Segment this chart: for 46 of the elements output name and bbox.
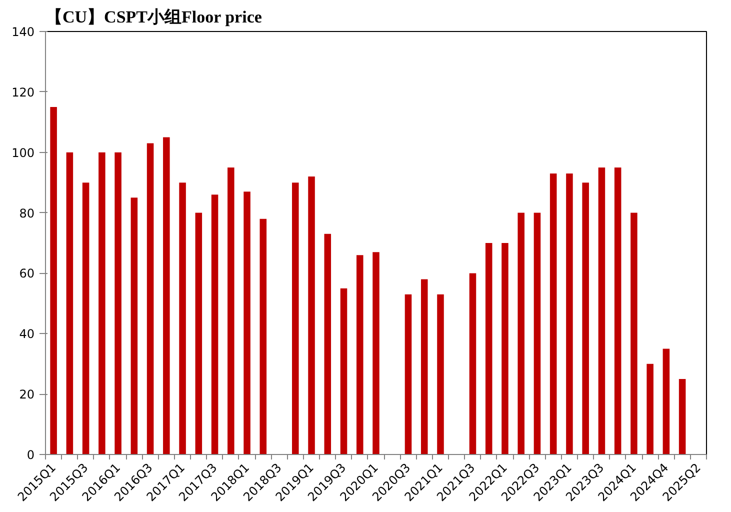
bar	[82, 182, 90, 454]
chart-title: 【CU】CSPT小组Floor price	[46, 8, 262, 26]
bar	[356, 255, 364, 454]
bar	[485, 243, 492, 454]
bar	[630, 212, 638, 454]
bar	[614, 167, 622, 454]
y-tick-label: 0	[26, 448, 35, 462]
bar	[211, 194, 218, 454]
y-tick-label: 40	[19, 327, 35, 342]
bar	[502, 243, 508, 454]
bar	[420, 279, 428, 454]
bar	[646, 364, 654, 454]
y-tick-label: 20	[19, 388, 35, 402]
bar	[662, 348, 670, 454]
bar	[260, 218, 267, 454]
bar	[130, 198, 138, 454]
bar	[598, 167, 606, 454]
bar	[114, 152, 122, 454]
bar	[566, 174, 573, 454]
bar	[582, 182, 589, 454]
bar	[437, 294, 444, 454]
bar	[340, 288, 348, 454]
bar	[195, 212, 202, 454]
bar	[292, 182, 299, 454]
bar	[163, 137, 170, 454]
bar	[469, 273, 476, 454]
bar	[372, 252, 380, 454]
bar	[228, 167, 234, 454]
bar	[146, 143, 154, 454]
bar	[518, 212, 524, 454]
bar	[244, 192, 250, 454]
bar	[66, 152, 74, 454]
y-tick-label: 120	[12, 85, 34, 100]
bar	[98, 152, 106, 454]
y-tick-label: 60	[19, 266, 35, 281]
y-tick-label: 100	[12, 146, 34, 160]
y-tick-label: 140	[12, 25, 34, 39]
bar	[50, 107, 57, 454]
bar	[678, 378, 686, 454]
bar	[404, 294, 412, 454]
bar	[550, 174, 557, 454]
bar	[179, 182, 186, 454]
bar	[324, 234, 332, 454]
bar	[534, 212, 541, 454]
bar	[308, 176, 315, 454]
y-tick-label: 80	[19, 206, 35, 220]
